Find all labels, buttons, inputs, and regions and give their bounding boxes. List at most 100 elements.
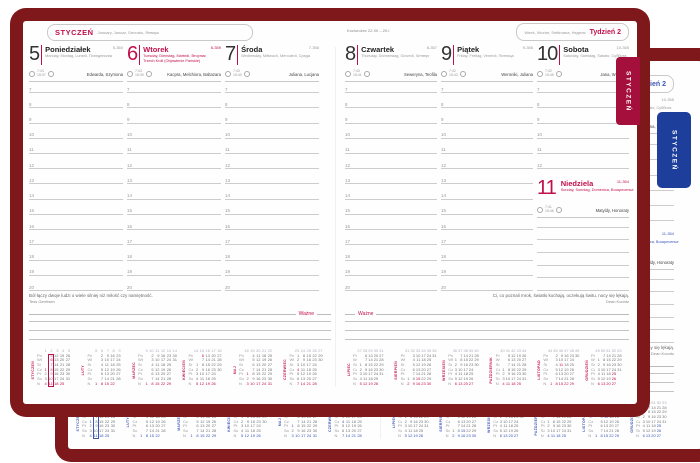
hour-line[interactable] [127, 168, 221, 170]
hour-line[interactable] [225, 213, 319, 215]
hour-line[interactable] [225, 107, 319, 109]
hour-line[interactable] [29, 244, 123, 246]
hour-line[interactable] [345, 229, 437, 231]
sunday-line[interactable] [537, 227, 629, 228]
hour-line[interactable] [127, 274, 221, 276]
hour-line[interactable] [345, 213, 437, 215]
hour-line[interactable] [537, 107, 629, 109]
sunday-line[interactable] [537, 239, 629, 240]
hour-line[interactable] [441, 229, 533, 231]
hour-line[interactable] [127, 290, 221, 291]
hour-line[interactable] [29, 259, 123, 261]
hour-line[interactable] [127, 198, 221, 200]
hour-line[interactable] [345, 137, 437, 139]
hour-line[interactable] [29, 213, 123, 215]
hour-line[interactable] [345, 259, 437, 261]
hour-line[interactable] [441, 274, 533, 276]
hour-line[interactable] [345, 168, 437, 170]
hour-line[interactable] [345, 198, 437, 200]
hour-line[interactable] [29, 229, 123, 231]
hour-line[interactable] [537, 92, 629, 93]
hour-line[interactable] [441, 259, 533, 261]
sunday-line[interactable] [537, 277, 629, 278]
note-line[interactable] [345, 330, 629, 331]
hour-line[interactable] [225, 92, 319, 93]
sunday-line[interactable] [537, 265, 629, 266]
note-line[interactable] [29, 330, 331, 331]
hour-line[interactable] [441, 213, 533, 215]
note-line[interactable] [345, 339, 629, 340]
hour-line[interactable] [345, 183, 437, 185]
hour-line[interactable] [127, 92, 221, 93]
hour-line[interactable] [441, 244, 533, 246]
hour-line[interactable] [127, 229, 221, 231]
next-month-tab[interactable]: STYCZEŃ [657, 112, 691, 188]
hour-line[interactable] [29, 183, 123, 185]
note-line[interactable] [29, 339, 331, 340]
hour-line[interactable] [127, 244, 221, 246]
hour-line[interactable] [225, 152, 319, 154]
hour-line[interactable] [29, 122, 123, 124]
hour-line[interactable] [225, 274, 319, 276]
hour-line[interactable] [441, 183, 533, 185]
hour-line[interactable] [29, 168, 123, 170]
hour-line[interactable] [29, 290, 123, 291]
hour-line[interactable] [29, 137, 123, 139]
hour-line[interactable] [441, 137, 533, 139]
hour-line[interactable] [127, 122, 221, 124]
hour-line[interactable] [441, 92, 533, 93]
hour-line[interactable] [127, 213, 221, 215]
hour-line[interactable] [225, 183, 319, 185]
hour-line[interactable] [537, 137, 629, 139]
hour-line[interactable] [29, 274, 123, 276]
hour-line[interactable] [345, 274, 437, 276]
hour-line[interactable] [29, 152, 123, 154]
note-line[interactable] [29, 321, 331, 322]
hour-line[interactable] [225, 137, 319, 139]
hour-line[interactable] [225, 198, 319, 200]
hour-line[interactable] [127, 183, 221, 185]
hour-line[interactable] [127, 137, 221, 139]
hour-line[interactable] [537, 152, 629, 154]
hour-line[interactable] [345, 290, 437, 291]
hour-line[interactable] [345, 244, 437, 246]
hour-line[interactable] [345, 92, 437, 93]
hour-line[interactable] [225, 244, 319, 246]
hour-line[interactable] [537, 122, 629, 124]
hour-line[interactable] [441, 152, 533, 154]
hour-line[interactable] [225, 290, 319, 291]
month-tab-styczen[interactable]: STYCZEŃ [616, 57, 640, 125]
note-line[interactable] [345, 321, 629, 322]
hour-line[interactable] [441, 168, 533, 170]
sunday-line[interactable] [537, 252, 629, 253]
hour-line[interactable] [441, 198, 533, 200]
hour-line[interactable] [225, 229, 319, 231]
hour-line[interactable] [441, 107, 533, 109]
hour-line[interactable] [29, 198, 123, 200]
hour-line[interactable] [537, 168, 629, 170]
hour-line[interactable] [441, 122, 533, 124]
hour-line[interactable] [225, 259, 319, 261]
hour-line[interactable] [127, 259, 221, 261]
hour-line[interactable] [127, 152, 221, 154]
hour-line[interactable] [345, 107, 437, 109]
hour-line[interactable] [225, 168, 319, 170]
hour-line[interactable] [29, 92, 123, 93]
hour-line[interactable] [127, 107, 221, 109]
hour-line[interactable] [345, 122, 437, 124]
hour-line[interactable] [345, 152, 437, 154]
sunday-line[interactable] [537, 290, 629, 291]
hour-line[interactable] [225, 122, 319, 124]
